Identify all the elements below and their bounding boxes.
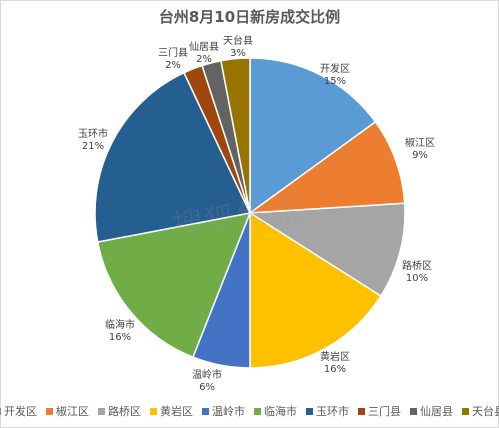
legend-swatch bbox=[462, 407, 469, 415]
legend-item: 黄岩区 bbox=[150, 403, 193, 419]
slice-name-label: 临海市 bbox=[105, 318, 135, 331]
pie-slice-7 bbox=[94, 71, 252, 243]
legend-item: 路桥区 bbox=[98, 403, 141, 419]
slice-name-label: 开发区 bbox=[320, 62, 350, 75]
slice-name-label: 黄岩区 bbox=[320, 350, 350, 363]
legend-swatch bbox=[202, 407, 209, 415]
legend-item: 玉环市 bbox=[306, 403, 349, 419]
legend-swatch bbox=[98, 407, 105, 415]
chart-title: 台州8月10日新房成交比例 bbox=[158, 8, 341, 26]
legend-swatch bbox=[0, 407, 1, 415]
slice-percent-label: 9% bbox=[412, 150, 428, 161]
legend-swatch bbox=[150, 407, 157, 415]
pie-slice-2 bbox=[247, 120, 406, 214]
slice-percent-label: 2% bbox=[165, 60, 181, 71]
legend-label: 三门县 bbox=[368, 405, 401, 418]
slice-percent-label: 10% bbox=[406, 273, 428, 284]
pie-slice-3 bbox=[247, 202, 406, 298]
legend-swatch bbox=[254, 407, 261, 415]
slice-name-label: 天台县 bbox=[223, 34, 253, 47]
slice-name-label: 椒江区 bbox=[405, 136, 435, 149]
legend-swatch bbox=[358, 407, 365, 415]
legend-item: 临海市 bbox=[254, 403, 297, 419]
legend-label: 仙居县 bbox=[420, 405, 453, 418]
chart-legend: 开发区 椒江区 路桥区 黄岩区 温岭市 临海市 玉环市 三门县 仙居县 天台县 bbox=[0, 403, 499, 419]
slice-percent-label: 6% bbox=[199, 382, 215, 393]
legend-label: 玉环市 bbox=[316, 405, 349, 418]
legend-item: 开发区 bbox=[0, 403, 37, 419]
legend-label: 路桥区 bbox=[108, 405, 141, 418]
legend-item: 天台县 bbox=[462, 403, 499, 419]
legend-item: 仙居县 bbox=[410, 403, 453, 419]
slice-percent-label: 2% bbox=[196, 54, 212, 65]
legend-label: 椒江区 bbox=[56, 405, 89, 418]
legend-label: 天台县 bbox=[472, 405, 499, 418]
pie-slice-4 bbox=[249, 211, 382, 369]
legend-item: 三门县 bbox=[358, 403, 401, 419]
slice-percent-label: 3% bbox=[230, 48, 246, 59]
slice-percent-label: 16% bbox=[324, 364, 346, 375]
slice-percent-label: 21% bbox=[82, 141, 104, 152]
legend-swatch bbox=[46, 407, 53, 415]
slice-name-label: 仙居县 bbox=[189, 40, 219, 53]
legend-item: 温岭市 bbox=[202, 403, 245, 419]
pie-slice-10 bbox=[220, 57, 251, 214]
legend-label: 临海市 bbox=[264, 405, 297, 418]
slice-name-label: 三门县 bbox=[158, 46, 188, 59]
slice-percent-label: 16% bbox=[109, 332, 131, 343]
pie-slice-1 bbox=[249, 57, 377, 215]
slice-name-label: 温岭市 bbox=[192, 368, 222, 381]
legend-item: 椒江区 bbox=[46, 403, 89, 419]
slice-name-label: 路桥区 bbox=[402, 259, 432, 272]
legend-label: 温岭市 bbox=[212, 405, 245, 418]
legend-swatch bbox=[306, 407, 313, 415]
slice-percent-label: 15% bbox=[324, 76, 346, 87]
pie-slice-6 bbox=[96, 212, 252, 359]
legend-label: 开发区 bbox=[4, 405, 37, 418]
slice-name-label: 玉环市 bbox=[78, 127, 108, 140]
legend-swatch bbox=[410, 407, 417, 415]
legend-label: 黄岩区 bbox=[160, 405, 193, 418]
